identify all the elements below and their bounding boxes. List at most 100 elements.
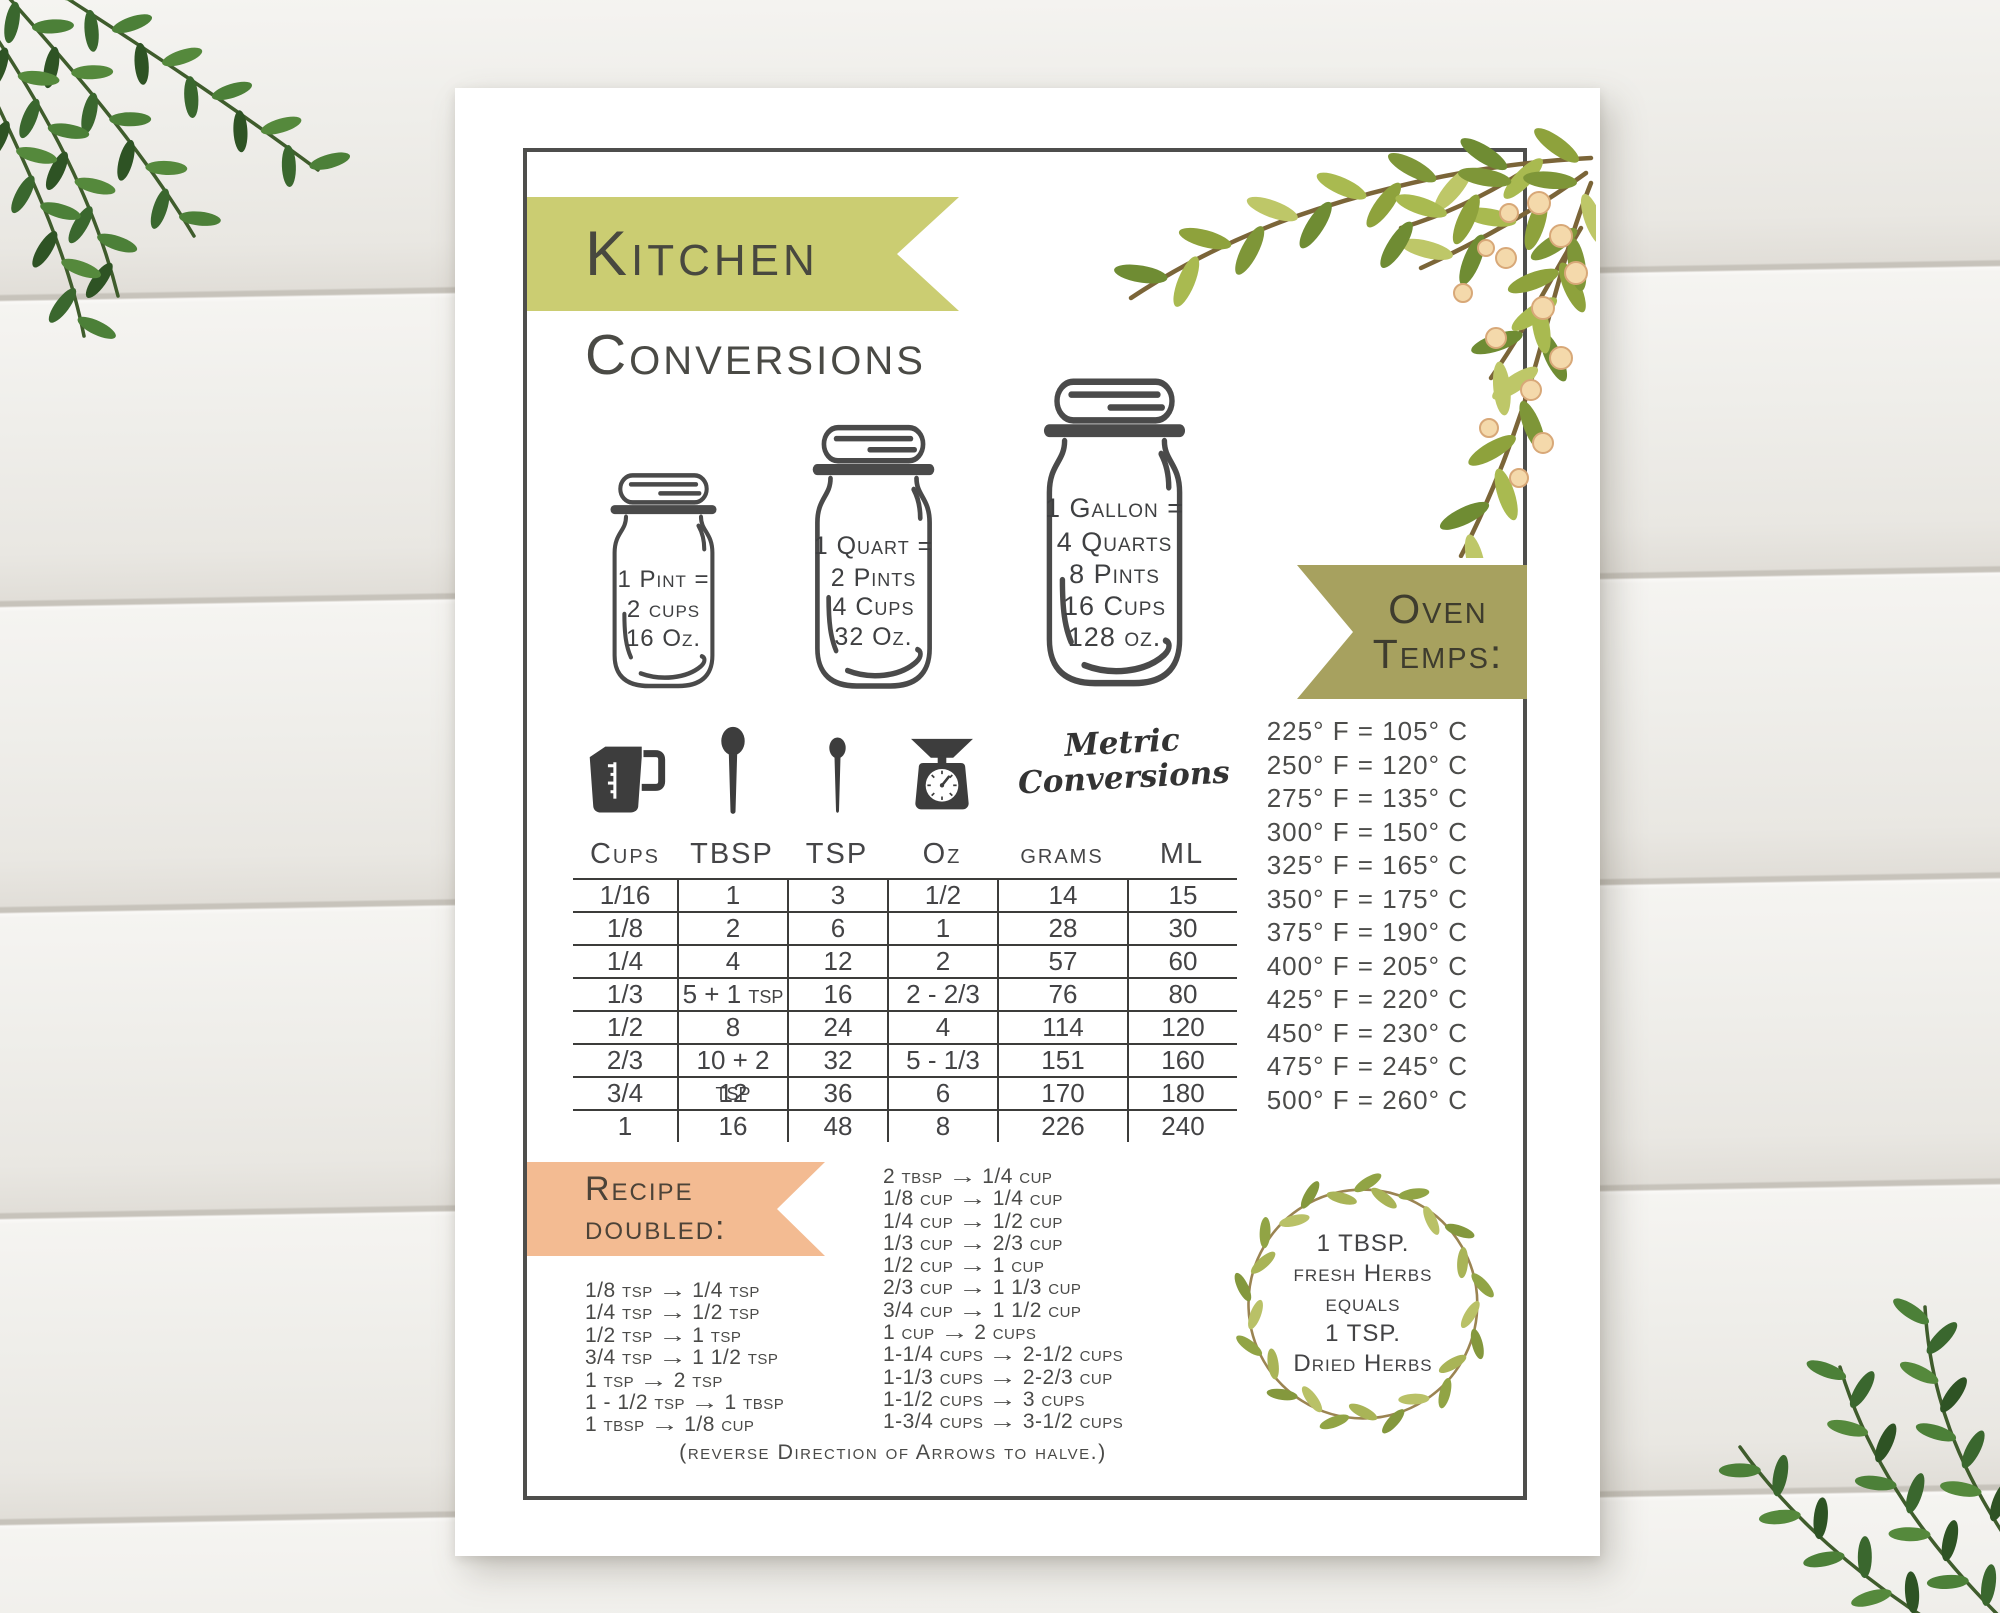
table-row: 1/16 1 3 1/2 14 15 [573, 878, 1237, 911]
cell-tsp: 48 [787, 1109, 887, 1142]
amount-from: 1 tsp [585, 1368, 635, 1392]
cell-tsp: 3 [787, 878, 887, 911]
cell-ml: 180 [1127, 1076, 1237, 1109]
leaf-sprig-top-left [0, 0, 351, 339]
doubling-rule-row: 1/2 tsp → 1 tsp [585, 1324, 784, 1347]
oven-temp-row: 225° F = 105° C [1266, 716, 1468, 746]
cell-grams: 170 [997, 1076, 1127, 1109]
mason-jar-icon [1043, 378, 1186, 687]
arrow-right-icon: → [958, 1298, 988, 1322]
amount-to: 1 1/2 tsp [692, 1346, 779, 1370]
leaf-sprig-bottom-right [1718, 1298, 2000, 1613]
cell-grams: 151 [997, 1043, 1127, 1076]
cell-ml: 15 [1127, 878, 1237, 911]
recipe-doubled-middle-list: 2 tbsp → 1/4 cup 1/8 cup → 1/4 cup 1/4 cup → 1… [883, 1165, 1123, 1434]
cell-tbsp: 1 [677, 878, 787, 911]
oven-temp-row: 475° F = 245° C [1266, 1051, 1468, 1081]
arrow-right-icon: → [649, 1413, 679, 1437]
oven-temps-list: 225° F = 105° C 250° F = 120° C 275° F = 1… [1267, 715, 1468, 1117]
column-header: ML [1159, 838, 1205, 870]
oven-temp-row: 250° F = 120° C [1266, 749, 1468, 780]
table-row: 1/3 5 + 1 tsp 16 2 - 2/3 76 80 [573, 977, 1237, 1010]
cell-grams: 14 [997, 878, 1127, 911]
table-header-row: Cups TBSP TSP Oz grams ML [573, 834, 1237, 878]
cell-cups: 1/8 [573, 911, 677, 944]
amount-from: 1 tbsp [585, 1413, 645, 1437]
mason-jar-icon [610, 473, 717, 689]
doubling-rule-row: 1/8 cup → 1/4 cup [883, 1187, 1123, 1211]
cell-ml: 80 [1127, 977, 1237, 1010]
doubling-rule-row: 2 tbsp → 1/4 cup [883, 1165, 1123, 1188]
amount-from: 1/8 cup [883, 1187, 954, 1211]
herb-note-line: 1 TBSP. [1316, 1230, 1410, 1257]
cell-oz: 4 [887, 1010, 997, 1043]
amount-from: 1/8 tsp [585, 1279, 653, 1302]
cell-oz: 6 [887, 1076, 997, 1109]
poster-border-frame [523, 148, 1527, 1500]
amount-to: 1/4 tsp [692, 1279, 760, 1302]
cell-oz: 1 [887, 911, 997, 944]
cell-oz: 5 - 1/3 [887, 1043, 997, 1076]
amount-to: 1/2 cup [992, 1209, 1063, 1233]
cell-tbsp: 5 + 1 tsp [677, 977, 787, 1010]
tablespoon-icon [721, 726, 745, 814]
amount-from: 1-1/4 cups [883, 1343, 984, 1367]
amount-from: 1/4 cup [883, 1209, 954, 1233]
arrow-right-icon: → [958, 1187, 988, 1211]
jar-line: 2 cups [626, 596, 701, 624]
cell-tsp: 12 [787, 944, 887, 977]
reverse-arrows-note: (reverse Direction of Arrows to halve.) [679, 1440, 1107, 1464]
table-row: 1/4 4 12 2 57 60 [573, 944, 1237, 977]
cell-cups: 1 [573, 1109, 677, 1142]
cell-ml: 160 [1127, 1043, 1237, 1076]
column-header: Oz [922, 838, 962, 870]
herb-note-line: fresh Herbs [1293, 1260, 1433, 1287]
cell-ml: 30 [1127, 911, 1237, 944]
cell-tbsp: 2 [677, 911, 787, 944]
amount-to: 1/2 tsp [692, 1301, 760, 1325]
oven-temp-row: 450° F = 230° C [1266, 1017, 1468, 1048]
herb-substitution-note: 1 TBSP. fresh Herbs equals 1 TSP. Dried Herb… [1207, 1148, 1519, 1460]
cell-cups: 1/3 [573, 977, 677, 1010]
jar-title: 1 Gallon = [1044, 492, 1185, 523]
column-header: grams [1020, 838, 1104, 870]
leaf-wreath-icon [1234, 1173, 1494, 1434]
jar-title: 1 Quart = [813, 532, 934, 561]
gallon-jar-figure: 1 Gallon = 4 Quarts 8 Pints 16 Cups 128 oz. [1006, 374, 1223, 696]
amount-to: 1 1/3 cup [992, 1276, 1082, 1300]
recipe-doubled-left-list: 1/8 tsp → 1/4 tsp 1/4 tsp → 1/2 tsp 1/2 tsp →… [585, 1279, 784, 1437]
cell-tbsp: 8 [677, 1010, 787, 1043]
jar-line: 2 Pints [830, 563, 917, 592]
table-row: 3/4 12 36 6 170 180 [573, 1076, 1237, 1109]
metric-conversions-table: Cups TBSP TSP Oz grams ML 1/16 1 3 1/2 14 15 … [573, 834, 1237, 1142]
arrow-right-icon: → [958, 1254, 988, 1278]
jar-line: 128 oz. [1067, 622, 1162, 653]
arrow-right-icon: → [947, 1165, 977, 1188]
arrow-right-icon: → [657, 1279, 687, 1302]
jar-title: 1 Pint = [617, 566, 710, 594]
mason-jar-icon [812, 424, 935, 689]
cell-tbsp: 16 [677, 1109, 787, 1142]
measuring-cup-icon [589, 746, 666, 813]
doubling-rule-row: 1 - 1/2 tsp → 1 tbsp [585, 1391, 784, 1414]
cell-tsp: 6 [787, 911, 887, 944]
arrow-right-icon: → [988, 1410, 1018, 1434]
amount-from: 1/3 cup [883, 1231, 954, 1255]
cell-oz: 2 - 2/3 [887, 977, 997, 1010]
amount-from: 2 tbsp [883, 1165, 943, 1188]
cell-tbsp: 4 [677, 944, 787, 977]
oven-temp-row: 325° F = 165° C [1266, 850, 1468, 880]
cell-grams: 114 [997, 1010, 1127, 1043]
table-body: 1/16 1 3 1/2 14 15 1/8 2 6 1 28 30 [573, 878, 1237, 1142]
jar-line: 4 Quarts [1056, 526, 1173, 557]
doubling-rule-row: 1-1/4 cups → 2-1/2 cups [883, 1343, 1123, 1367]
cell-oz: 8 [887, 1109, 997, 1142]
amount-to: 2 cups [974, 1321, 1037, 1345]
kitchen-scale-icon [911, 738, 973, 810]
table-row: 2/3 10 + 2 tsp 32 5 - 1/3 151 160 [573, 1043, 1237, 1106]
herb-note-line: Dried Herbs [1293, 1350, 1433, 1377]
oven-temp-row: 300° F = 150° C [1266, 816, 1468, 847]
cell-ml: 120 [1127, 1010, 1237, 1043]
oven-temp-row: 275° F = 135° C [1266, 783, 1468, 813]
